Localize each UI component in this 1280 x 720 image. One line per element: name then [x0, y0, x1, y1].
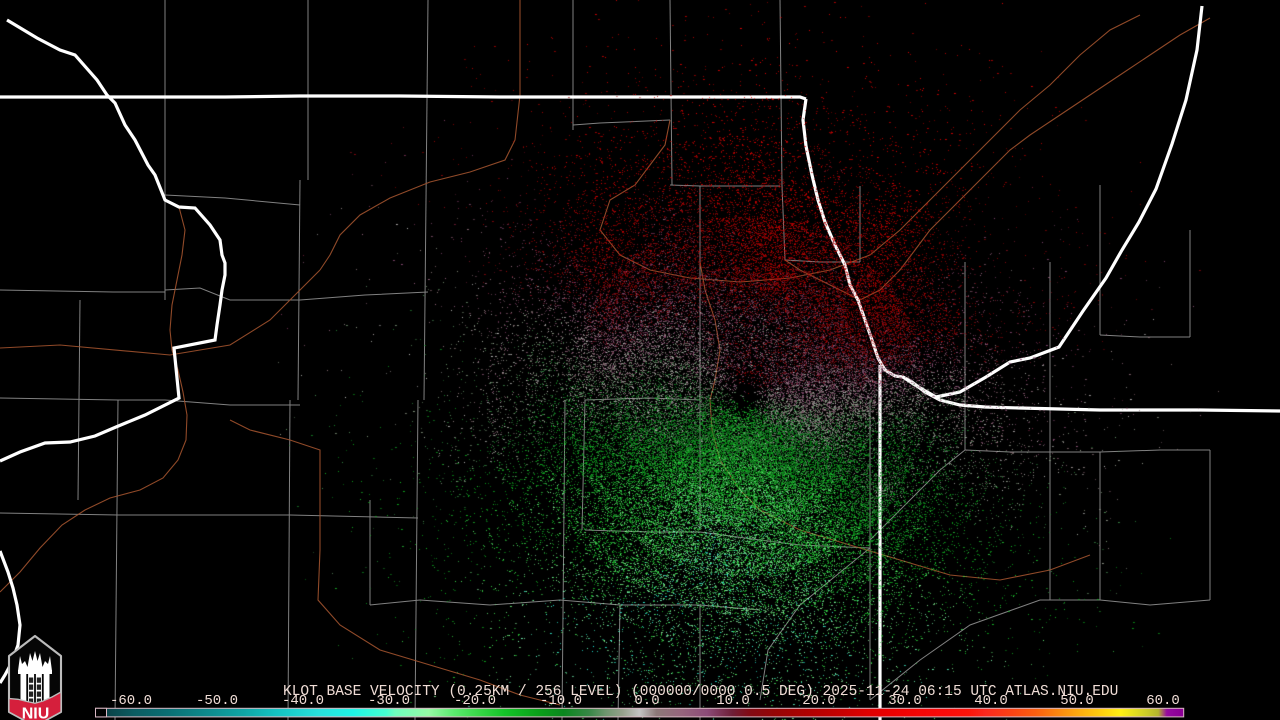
- svg-text:-40.0: -40.0: [282, 693, 324, 709]
- svg-text:-30.0: -30.0: [368, 693, 410, 709]
- svg-text:30.0: 30.0: [888, 693, 922, 709]
- svg-text:40.0: 40.0: [974, 693, 1008, 709]
- svg-text:10.0: 10.0: [716, 693, 750, 709]
- svg-text:-50.0: -50.0: [196, 693, 238, 709]
- svg-text:-10.0: -10.0: [540, 693, 582, 709]
- svg-text:20.0: 20.0: [802, 693, 836, 709]
- svg-text:50.0: 50.0: [1060, 693, 1094, 709]
- svg-text:0.0: 0.0: [634, 693, 659, 709]
- svg-text:-60.0: -60.0: [110, 693, 152, 709]
- svg-text:NIU: NIU: [22, 706, 50, 720]
- svg-text:-20.0: -20.0: [454, 693, 496, 709]
- svg-text:60.0: 60.0: [1146, 693, 1180, 709]
